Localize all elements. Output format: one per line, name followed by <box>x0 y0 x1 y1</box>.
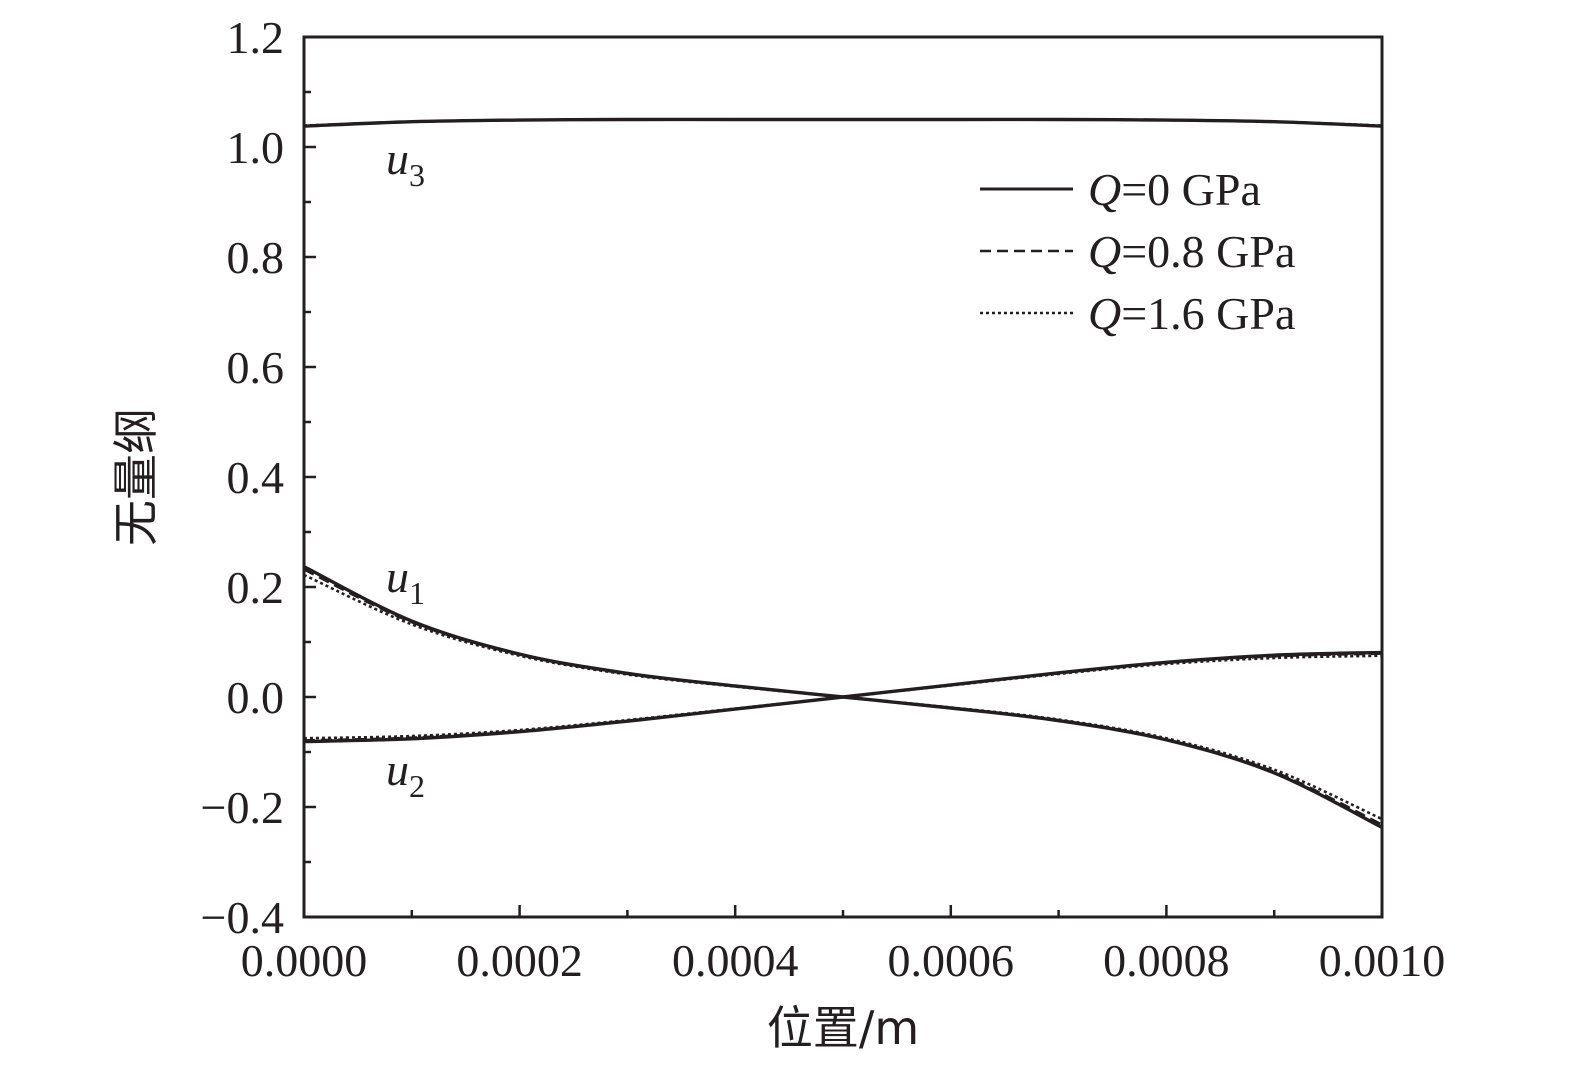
series-line-u3-dotted <box>303 118 1383 127</box>
y-tick-label: 1.2 <box>227 12 285 63</box>
legend-label: Q=0 GPa <box>1088 164 1261 215</box>
y-tick-label: −0.4 <box>201 892 284 943</box>
x-tick-label: 0.0002 <box>456 935 583 986</box>
x-tick-label: 0.0004 <box>672 935 799 986</box>
curve-label-u1: u1 <box>386 551 425 611</box>
y-tick-label: 1.0 <box>227 122 285 173</box>
y-tick-label: 0.0 <box>227 672 285 723</box>
series-layer <box>303 117 1383 829</box>
curve-labels: u3 u1 u2 <box>386 133 425 804</box>
series-line-u1-dashed <box>303 568 1383 826</box>
curve-label-u3: u3 <box>386 133 425 193</box>
curve-label-u2: u2 <box>386 744 425 804</box>
tick-marks <box>302 35 1384 919</box>
y-tick-label: 0.4 <box>227 452 285 503</box>
x-tick-label: 0.0000 <box>241 935 368 986</box>
y-tick-label: −0.2 <box>201 782 284 833</box>
legend-label: Q=0.8 GPa <box>1088 226 1295 277</box>
y-tick-label: 0.8 <box>227 232 285 283</box>
x-axis-title: 位置/m <box>767 1001 919 1055</box>
tick-labels: −0.4 −0.2 0.0 0.2 0.4 0.6 0.8 1.0 1.2 0.0000 0.000… <box>201 12 1446 986</box>
y-tick-label: 0.6 <box>227 342 285 393</box>
y-axis-title: 无量纲 <box>109 408 163 546</box>
x-tick-label: 0.0008 <box>1103 935 1230 986</box>
legend: Q=0 GPa Q=0.8 GPa Q=1.6 GPa <box>980 164 1295 339</box>
y-tick-label: 0.2 <box>227 562 285 613</box>
x-tick-label: 0.0010 <box>1319 935 1446 986</box>
x-tick-label: 0.0006 <box>888 935 1015 986</box>
legend-label: Q=1.6 GPa <box>1088 288 1295 339</box>
series-line-u2-dotted <box>303 654 1383 740</box>
